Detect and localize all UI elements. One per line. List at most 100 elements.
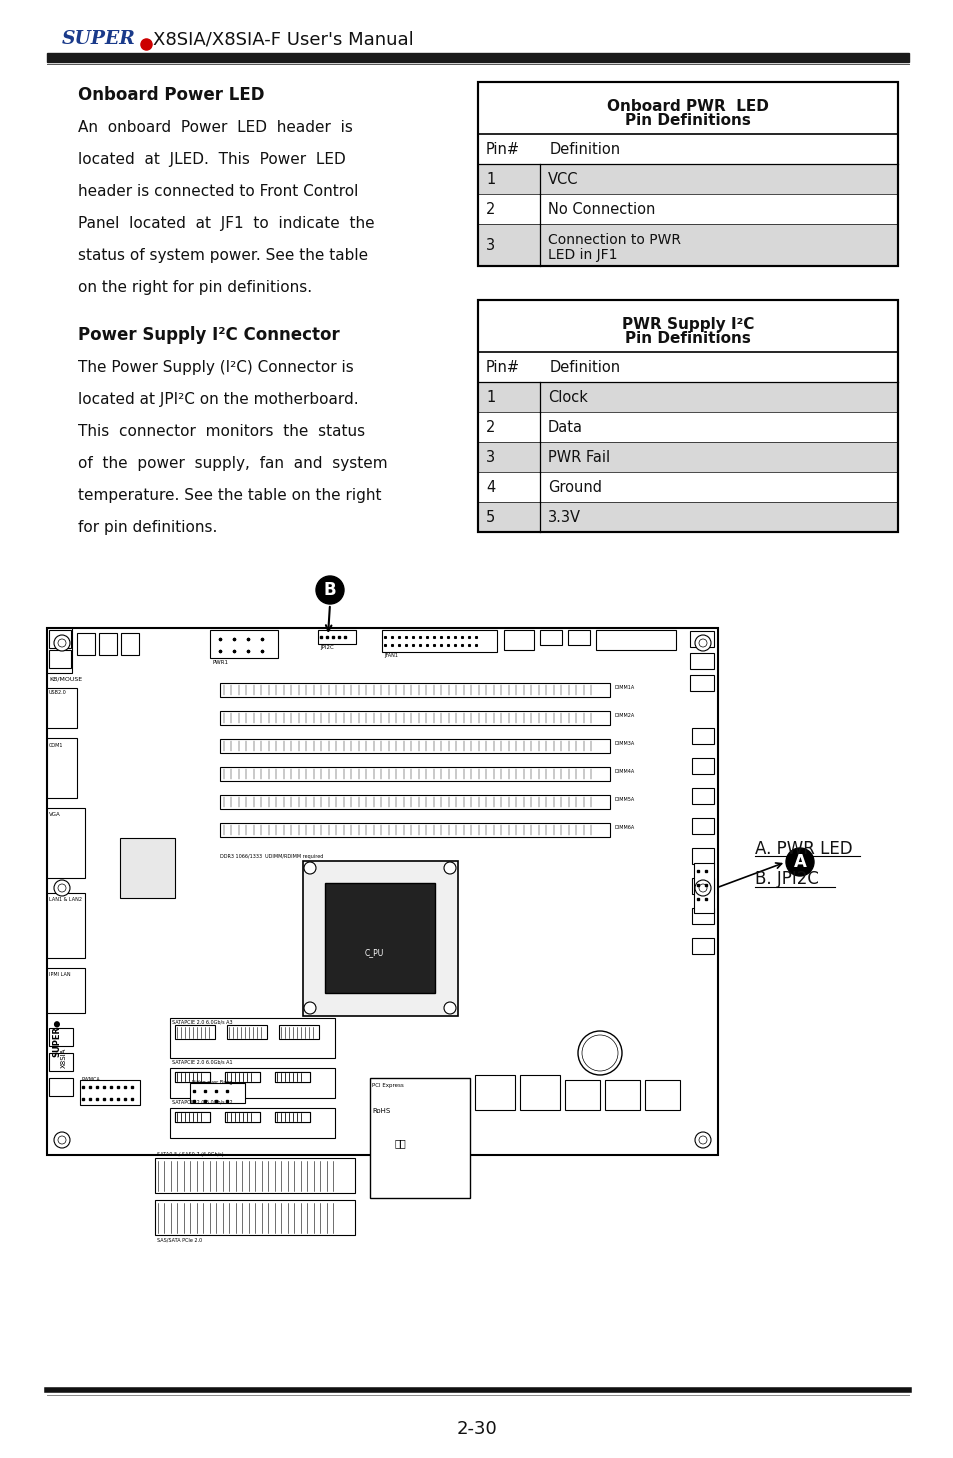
Bar <box>691 908 713 924</box>
Circle shape <box>54 636 70 652</box>
Text: DIMM6A: DIMM6A <box>615 825 635 830</box>
Bar <box>477 163 897 194</box>
Bar <box>220 712 609 725</box>
Bar <box>274 1072 310 1082</box>
Text: status of system power. See the table: status of system power. See the table <box>78 248 368 262</box>
Text: A: A <box>793 853 805 870</box>
Text: X8SIA: X8SIA <box>61 1048 67 1069</box>
Text: header is connected to Front Control: header is connected to Front Control <box>78 184 358 198</box>
Text: Panel  located  at  JF1  to  indicate  the: Panel located at JF1 to indicate the <box>78 216 375 230</box>
Bar <box>174 1112 210 1123</box>
Text: 1: 1 <box>485 389 495 404</box>
Text: 2: 2 <box>485 420 495 434</box>
Text: This  connector  monitors  the  status: This connector monitors the status <box>78 424 365 439</box>
Text: SUPER●: SUPER● <box>52 1019 61 1057</box>
Text: VCC: VCC <box>547 172 578 187</box>
Circle shape <box>304 862 315 873</box>
Bar <box>689 653 713 669</box>
Text: X8SIA/X8SIA-F User's Manual: X8SIA/X8SIA-F User's Manual <box>152 31 414 48</box>
Bar <box>564 1080 599 1110</box>
Circle shape <box>54 1131 70 1147</box>
Bar <box>477 472 897 502</box>
Text: located  at  JLED.  This  Power  LED: located at JLED. This Power LED <box>78 152 345 168</box>
Bar <box>274 1072 310 1082</box>
Text: SATAPCIE 2.0 6.0Gb/s A3: SATAPCIE 2.0 6.0Gb/s A3 <box>172 1021 233 1025</box>
Text: Onboard PWR  LED: Onboard PWR LED <box>606 99 768 114</box>
Text: PWR Fail: PWR Fail <box>547 449 610 465</box>
Text: VGA: VGA <box>49 812 61 816</box>
Text: DIMM1A: DIMM1A <box>615 685 635 690</box>
Bar <box>691 818 713 834</box>
Bar <box>225 1112 260 1123</box>
Text: 3: 3 <box>485 238 495 252</box>
Bar <box>120 838 174 898</box>
Circle shape <box>699 639 706 647</box>
Text: A. PWR LED: A. PWR LED <box>754 840 852 857</box>
Bar <box>220 739 609 752</box>
Bar <box>49 1028 73 1045</box>
Bar <box>47 628 718 1155</box>
Text: IPMI LAN: IPMI LAN <box>49 972 71 977</box>
Bar <box>154 1200 355 1235</box>
Bar <box>317 630 355 644</box>
Bar <box>477 300 897 532</box>
Bar <box>49 650 71 668</box>
Text: PCI Express: PCI Express <box>372 1083 403 1088</box>
Bar <box>691 878 713 894</box>
Circle shape <box>443 862 456 873</box>
Text: SAS/SATA PCIe 2.0: SAS/SATA PCIe 2.0 <box>157 1238 202 1244</box>
Bar <box>174 1025 214 1040</box>
Circle shape <box>581 1035 618 1072</box>
Text: PWR1: PWR1 <box>213 660 229 665</box>
Text: Pin#: Pin# <box>485 141 519 156</box>
Bar <box>519 1075 559 1110</box>
Bar <box>220 795 609 809</box>
Text: Video over Bang: Video over Bang <box>192 1080 233 1085</box>
Bar <box>477 300 897 532</box>
Text: Pin#: Pin# <box>485 360 519 375</box>
Bar <box>170 1108 335 1139</box>
Text: located at JPI²C on the motherboard.: located at JPI²C on the motherboard. <box>78 392 358 407</box>
Text: Definition: Definition <box>550 360 620 375</box>
Circle shape <box>304 1002 315 1013</box>
Text: SATA0-5 / SAS0-7 (6.0Gb/s): SATA0-5 / SAS0-7 (6.0Gb/s) <box>157 1152 223 1158</box>
Bar <box>227 1025 267 1040</box>
Bar <box>220 822 609 837</box>
Circle shape <box>578 1031 621 1075</box>
Bar <box>47 808 85 878</box>
Bar <box>47 628 71 674</box>
Bar <box>170 1018 335 1059</box>
Text: 2-30: 2-30 <box>456 1420 497 1438</box>
Circle shape <box>58 1136 66 1145</box>
Text: Pin Definitions: Pin Definitions <box>624 112 750 127</box>
Text: SATAPCIE 2.0 6.0Gb/s A2: SATAPCIE 2.0 6.0Gb/s A2 <box>172 1099 233 1105</box>
Bar <box>644 1080 679 1110</box>
Bar <box>47 738 77 798</box>
Bar <box>604 1080 639 1110</box>
Bar <box>154 1158 355 1193</box>
Text: ⒸⒺ: ⒸⒺ <box>395 1139 406 1147</box>
Bar <box>503 630 534 650</box>
Circle shape <box>785 849 813 876</box>
Text: temperature. See the table on the right: temperature. See the table on the right <box>78 488 381 503</box>
Bar <box>691 728 713 744</box>
Circle shape <box>695 881 710 897</box>
Text: 1: 1 <box>485 172 495 187</box>
Circle shape <box>58 884 66 892</box>
Bar <box>477 300 897 532</box>
Text: Data: Data <box>547 420 582 434</box>
Text: 3: 3 <box>485 449 495 465</box>
Text: JFAN1: JFAN1 <box>384 653 397 658</box>
Bar <box>225 1072 260 1082</box>
Text: SUPER: SUPER <box>62 31 135 48</box>
Bar <box>274 1112 310 1123</box>
Text: JPI2C: JPI2C <box>319 644 334 650</box>
Bar <box>121 633 139 655</box>
Bar <box>47 52 908 63</box>
Bar <box>691 758 713 774</box>
Bar <box>49 630 71 647</box>
Text: of  the  power  supply,  fan  and  system: of the power supply, fan and system <box>78 456 387 471</box>
Text: An  onboard  Power  LED  header  is: An onboard Power LED header is <box>78 120 353 136</box>
Text: 5: 5 <box>485 509 495 525</box>
Text: 3.3V: 3.3V <box>547 509 580 525</box>
